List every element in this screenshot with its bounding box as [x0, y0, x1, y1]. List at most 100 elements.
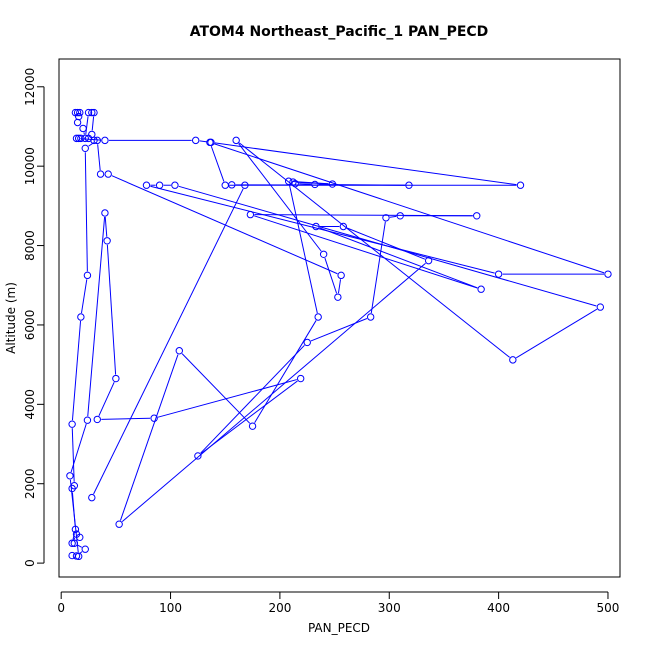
- data-point: [291, 179, 299, 188]
- data-point: [232, 136, 240, 145]
- data-point: [72, 134, 81, 143]
- data-point: [382, 214, 390, 222]
- series-segment: [157, 379, 297, 418]
- chart-title: ATOM4 Northeast_Pacific_1 PAN_PECD: [190, 24, 489, 40]
- data-point: [477, 285, 485, 293]
- data-point: [142, 181, 151, 189]
- series-segment: [296, 181, 329, 185]
- series-segment: [73, 537, 76, 540]
- series-segment: [150, 185, 495, 274]
- data-point: [396, 212, 404, 220]
- x-tick-label: 300: [378, 601, 401, 615]
- series-segment: [106, 244, 117, 375]
- series-segment: [91, 116, 95, 131]
- data-point: [175, 347, 183, 355]
- y-tick-label: 4000: [23, 389, 37, 420]
- series-segment: [214, 142, 517, 186]
- data-point: [405, 181, 413, 189]
- series-segment: [319, 227, 478, 289]
- y-tick-label: 12000: [23, 68, 37, 106]
- data-point: [68, 551, 76, 560]
- series-segment: [346, 227, 426, 260]
- data-point: [150, 414, 158, 422]
- series-segment: [71, 320, 82, 421]
- data-point: [66, 472, 74, 480]
- data-point: [289, 178, 297, 186]
- x-tick-label: 400: [487, 601, 510, 615]
- series-segment: [254, 320, 317, 423]
- y-axis-label: Altitude (m): [4, 282, 18, 354]
- axes: 0 100 200 300 400 500 0 2000 4000 6000 8000 10000 12…: [23, 68, 619, 615]
- series-segment: [98, 381, 115, 416]
- series-segment: [324, 257, 338, 294]
- series-path: [69, 116, 605, 554]
- data-point: [303, 338, 311, 347]
- data-point: [473, 212, 481, 220]
- data-point: [93, 415, 101, 424]
- data-point: [77, 134, 85, 143]
- series-segment: [199, 140, 208, 143]
- series-segment: [119, 354, 179, 521]
- series-segment: [87, 216, 106, 417]
- series-segment: [200, 344, 305, 454]
- data-point: [101, 209, 109, 217]
- y-tick-label: 8000: [23, 230, 37, 261]
- series-segment: [85, 116, 89, 135]
- data-point: [596, 303, 605, 311]
- x-axis-label: PAN_PECD: [308, 621, 370, 635]
- series-segment: [181, 353, 251, 424]
- x-tick-label: 200: [268, 601, 291, 615]
- series-segment: [104, 216, 108, 237]
- data-point: [74, 112, 83, 121]
- data-point: [494, 270, 503, 278]
- data-point: [221, 181, 229, 189]
- y-tick-label: 10000: [23, 147, 37, 185]
- data-point: [312, 222, 320, 231]
- y-tick-label: 6000: [23, 310, 37, 341]
- series-segment: [77, 544, 82, 548]
- data-point: [424, 256, 433, 265]
- data-point: [366, 313, 375, 321]
- data-point: [284, 177, 293, 185]
- data-point: [509, 356, 517, 364]
- series-segment: [213, 143, 605, 274]
- data-point: [88, 493, 96, 502]
- series-segment: [254, 215, 478, 289]
- x-tick-label: 0: [57, 601, 65, 615]
- series-segment: [84, 152, 88, 272]
- series-segment: [121, 262, 426, 522]
- data-point: [68, 420, 76, 428]
- series-segment: [210, 145, 225, 182]
- series-segment: [337, 279, 342, 294]
- data-point: [319, 250, 328, 258]
- series-segment: [200, 380, 298, 454]
- data-point: [339, 222, 348, 231]
- data-point: [248, 422, 257, 430]
- data-point: [90, 108, 98, 117]
- data-point: [171, 181, 179, 189]
- data-point: [68, 484, 76, 493]
- data-point: [296, 374, 305, 383]
- data-point: [88, 130, 96, 139]
- series-segment: [97, 144, 101, 171]
- data-point: [84, 134, 93, 143]
- data-point: [76, 108, 84, 117]
- series-segment: [254, 214, 473, 217]
- data-point: [103, 237, 111, 245]
- data-point: [73, 118, 82, 127]
- data-point: [337, 271, 345, 280]
- data-point: [115, 520, 123, 528]
- data-point: [241, 181, 249, 189]
- series-segment: [178, 185, 597, 307]
- data-point: [71, 525, 80, 534]
- series-segment: [370, 221, 386, 314]
- data-point: [311, 180, 319, 189]
- series-segment: [80, 279, 88, 314]
- series-segment: [289, 185, 318, 314]
- data-point: [516, 181, 525, 189]
- series-segment: [515, 308, 598, 359]
- series-segment: [238, 142, 511, 358]
- series-segment: [310, 318, 368, 342]
- data-point: [328, 180, 337, 188]
